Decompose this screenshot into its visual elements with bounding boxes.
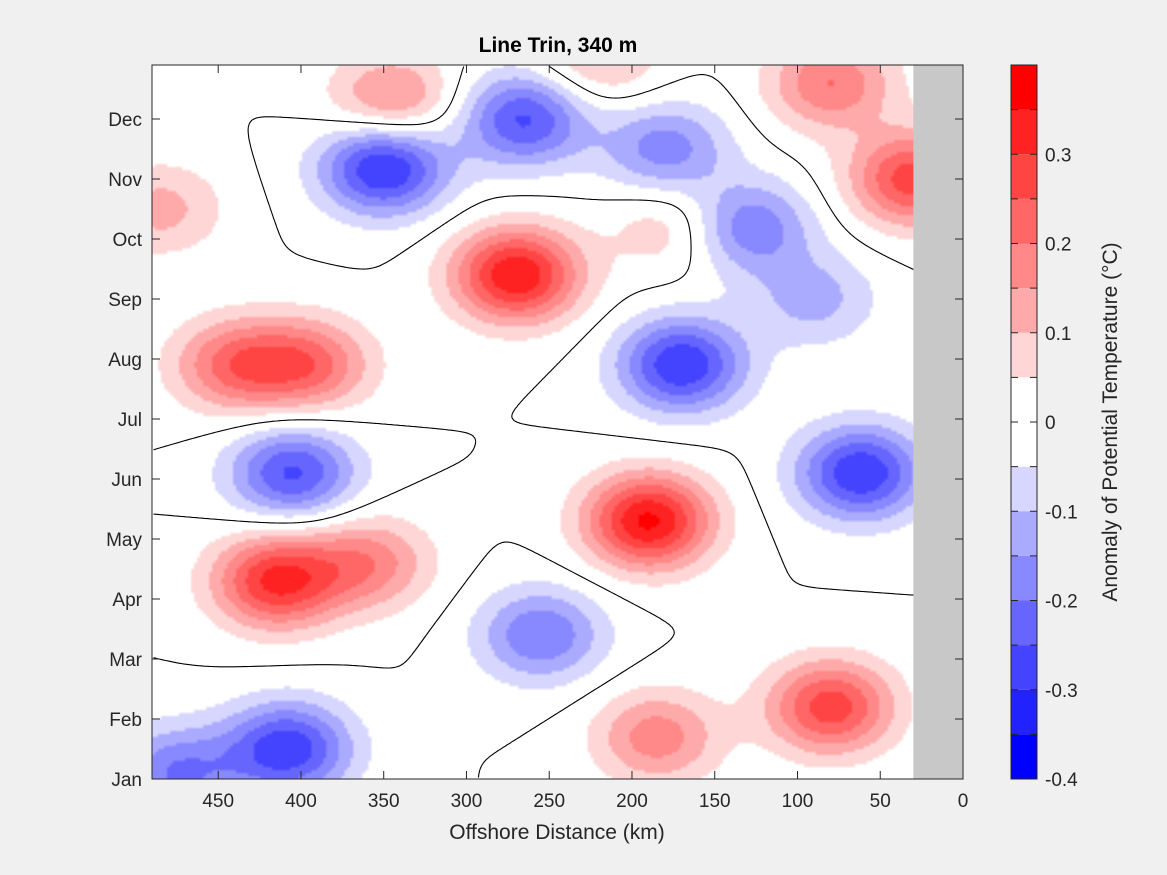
x-tick-label: 250 xyxy=(533,791,565,812)
colorbar-swatch xyxy=(1011,466,1037,512)
zero-contour xyxy=(153,66,914,778)
colorbar-swatch xyxy=(1011,645,1037,690)
y-tick-label: Jul xyxy=(118,410,142,431)
y-tick-label: Dec xyxy=(108,110,142,131)
y-tick-label: Aug xyxy=(108,350,142,371)
colorbar: -0.4 -0.3 -0.2 -0.1 0 0.1 0.2 0.3 Anomaly of Po… xyxy=(1010,64,1122,791)
colorbar-swatch xyxy=(1011,65,1037,110)
x-tick-label: 150 xyxy=(699,791,731,812)
colorbar-tick-label: -0.1 xyxy=(1045,502,1078,523)
colorbar-swatch xyxy=(1011,511,1037,556)
plot-frame xyxy=(151,64,964,780)
x-tick-label: 0 xyxy=(958,791,969,812)
y-tick-label: Jun xyxy=(111,470,142,491)
colorbar-tick-label: 0.1 xyxy=(1045,324,1071,345)
colorbar-swatch xyxy=(1011,288,1037,333)
y-tick-label: Feb xyxy=(109,710,142,731)
colorbar-swatch xyxy=(1011,422,1037,467)
colorbar-swatch xyxy=(1011,689,1037,735)
colorbar-tick-label: 0 xyxy=(1045,413,1056,434)
x-tick-label: 450 xyxy=(202,791,234,812)
no-data-region xyxy=(913,65,963,779)
colorbar-swatch xyxy=(1011,600,1037,646)
colorbar-swatch xyxy=(1011,332,1037,378)
x-tick-label: 300 xyxy=(451,791,483,812)
colorbar-tick-label: -0.3 xyxy=(1045,681,1078,702)
y-tick-label: Mar xyxy=(109,650,142,671)
colorbar-swatch xyxy=(1011,109,1037,155)
y-tick-label: May xyxy=(106,530,142,551)
colorbar-tick-label: -0.2 xyxy=(1045,592,1078,613)
x-tick-label: 50 xyxy=(870,791,891,812)
x-axis-label: Offshore Distance (km) xyxy=(449,821,665,844)
colorbar-swatches xyxy=(1011,65,1037,779)
y-tick-label: Nov xyxy=(108,170,142,191)
zero-contour-lines xyxy=(153,66,914,778)
colorbar-tick-label: 0.3 xyxy=(1045,145,1071,166)
colorbar-swatch xyxy=(1011,734,1037,779)
y-tick-label: Oct xyxy=(112,230,142,251)
plot-area: 450 400 350 300 250 200 150 100 50 0 Jan Feb Mar Apr… xyxy=(106,64,968,812)
colorbar-swatch xyxy=(1011,243,1037,289)
y-tick-label: Apr xyxy=(112,590,142,611)
colorbar-tick-label: 0.2 xyxy=(1045,235,1071,256)
y-tick-label: Jan xyxy=(111,770,142,791)
colorbar-tick-label: -0.4 xyxy=(1045,770,1078,791)
colorbar-ticks: -0.4 -0.3 -0.2 -0.1 0 0.1 0.2 0.3 xyxy=(1011,64,1078,791)
x-tick-label: 100 xyxy=(782,791,814,812)
chart-title: Line Trin, 340 m xyxy=(479,34,638,57)
colorbar-swatch xyxy=(1011,555,1037,601)
x-tick-label: 350 xyxy=(368,791,400,812)
heatmap-field xyxy=(152,65,963,779)
x-tick-label: 200 xyxy=(616,791,648,812)
colorbar-swatch xyxy=(1011,154,1037,199)
colorbar-swatch xyxy=(1011,198,1037,244)
colorbar-label: Anomaly of Potential Temperature (°C) xyxy=(1099,242,1122,601)
y-axis-ticks: Jan Feb Mar Apr May Jun Jul Aug Sep Oct Nov Dec xyxy=(106,110,963,791)
colorbar-swatch xyxy=(1011,377,1037,422)
x-tick-label: 400 xyxy=(285,791,317,812)
x-axis-ticks: 450 400 350 300 250 200 150 100 50 0 xyxy=(202,65,968,812)
y-tick-label: Sep xyxy=(108,290,142,311)
